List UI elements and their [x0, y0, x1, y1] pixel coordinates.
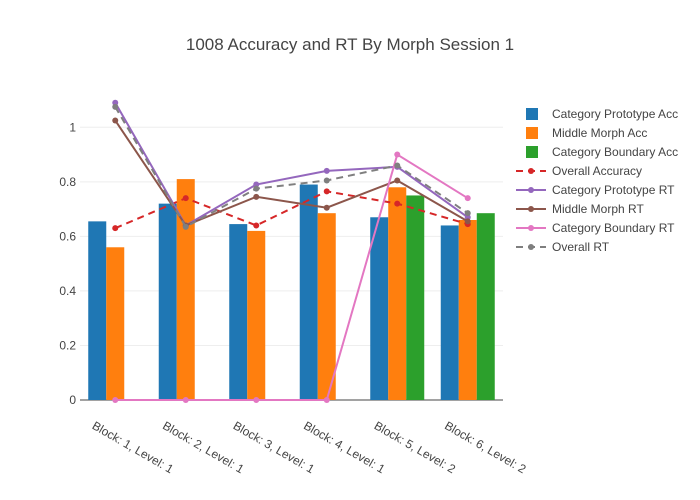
- series-line: [115, 153, 469, 401]
- data-point[interactable]: [253, 193, 260, 200]
- legend-label: Middle Morph RT: [552, 202, 644, 216]
- bar[interactable]: [440, 225, 459, 400]
- y-tick-label: 0.6: [59, 229, 76, 243]
- data-point[interactable]: [253, 222, 260, 229]
- legend-marker: [528, 187, 534, 193]
- bar[interactable]: [106, 247, 125, 400]
- data-point[interactable]: [323, 167, 330, 174]
- bar[interactable]: [406, 195, 425, 400]
- data-point[interactable]: [394, 162, 401, 169]
- y-tick-label: 1: [69, 120, 76, 134]
- bar[interactable]: [176, 179, 195, 400]
- data-point[interactable]: [323, 204, 330, 211]
- y-tick-label: 0.2: [59, 338, 76, 352]
- lines: [112, 99, 471, 403]
- data-point[interactable]: [112, 225, 119, 232]
- legend[interactable]: Category Prototype Acc Middle Morph Acc Ca…: [516, 107, 678, 254]
- data-point[interactable]: [323, 177, 330, 184]
- legend-item[interactable]: Category Boundary RT: [516, 221, 675, 235]
- series-line: [114, 106, 469, 229]
- data-point[interactable]: [182, 397, 189, 403]
- bar[interactable]: [88, 221, 107, 400]
- bar[interactable]: [317, 213, 336, 400]
- y-tick-label: 0.4: [59, 284, 76, 298]
- bar[interactable]: [299, 184, 318, 400]
- legend-label: Overall Accuracy: [552, 164, 642, 178]
- legend-label: Category Boundary RT: [552, 221, 675, 235]
- data-point[interactable]: [112, 103, 119, 110]
- legend-item[interactable]: Middle Morph RT: [516, 202, 644, 216]
- data-point[interactable]: [112, 397, 119, 403]
- data-point[interactable]: [182, 223, 189, 230]
- y-axis: 0 0.2 0.4 0.6 0.8 1: [59, 120, 76, 407]
- data-point[interactable]: [464, 195, 471, 202]
- legend-marker: [528, 168, 534, 174]
- legend-label: Category Prototype Acc: [552, 107, 678, 121]
- legend-swatch: [526, 146, 538, 158]
- bar[interactable]: [370, 217, 389, 400]
- bar[interactable]: [158, 203, 177, 400]
- bar[interactable]: [458, 220, 477, 400]
- legend-item[interactable]: Category Boundary Acc: [526, 145, 678, 159]
- grid-lines: [80, 126, 503, 401]
- legend-item[interactable]: Category Prototype Acc: [526, 107, 678, 121]
- legend-swatch: [526, 108, 538, 120]
- legend-marker: [528, 225, 534, 231]
- bar[interactable]: [388, 187, 407, 400]
- data-point[interactable]: [394, 151, 401, 158]
- legend-label: Middle Morph Acc: [552, 126, 647, 140]
- data-point[interactable]: [182, 195, 189, 202]
- legend-marker: [528, 244, 534, 250]
- bars: [88, 179, 495, 400]
- legend-item[interactable]: Category Prototype RT: [516, 183, 675, 197]
- legend-item[interactable]: Overall RT: [516, 240, 610, 254]
- data-point[interactable]: [464, 218, 471, 225]
- bar[interactable]: [476, 213, 495, 400]
- data-point[interactable]: [394, 200, 401, 207]
- legend-label: Overall RT: [552, 240, 610, 254]
- series-line: [114, 119, 469, 227]
- legend-label: Category Prototype RT: [552, 183, 675, 197]
- bar[interactable]: [247, 230, 266, 400]
- data-point[interactable]: [253, 185, 260, 192]
- data-point[interactable]: [394, 177, 401, 184]
- bar[interactable]: [229, 224, 248, 400]
- legend-swatch: [526, 127, 538, 139]
- y-tick-label: 0: [69, 393, 76, 407]
- legend-item[interactable]: Overall Accuracy: [516, 164, 642, 178]
- legend-marker: [528, 206, 534, 212]
- data-point[interactable]: [253, 397, 260, 403]
- chart-title: 1008 Accuracy and RT By Morph Session 1: [186, 35, 514, 54]
- data-point[interactable]: [323, 397, 330, 403]
- legend-label: Category Boundary Acc: [552, 145, 678, 159]
- legend-item[interactable]: Middle Morph Acc: [526, 126, 647, 140]
- data-point[interactable]: [464, 210, 471, 217]
- y-tick-label: 0.8: [59, 175, 76, 189]
- data-point[interactable]: [323, 188, 330, 195]
- data-point[interactable]: [112, 117, 119, 124]
